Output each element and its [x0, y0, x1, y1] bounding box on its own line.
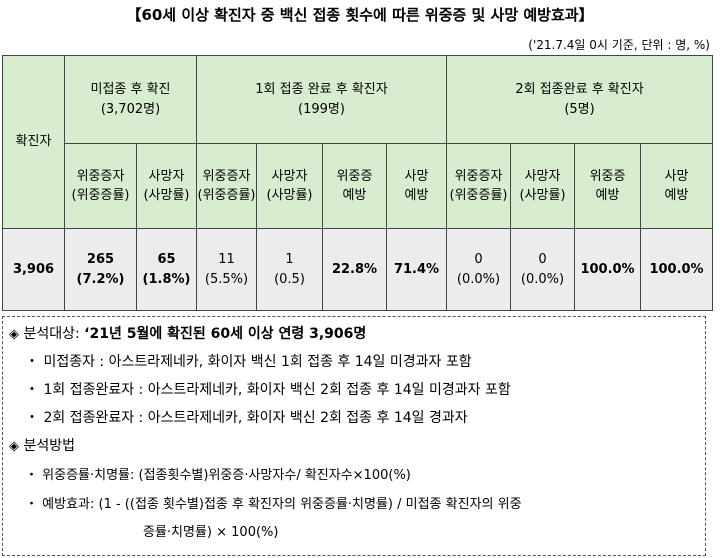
target-label: 분석대상: [23, 326, 85, 342]
bullet-icon: ・ [25, 497, 39, 512]
sub-d1-death: 사망자 (사망률) [256, 143, 323, 229]
cell-confirmed: 3,906 [2, 228, 65, 311]
header-confirmed: 확진자 [2, 55, 65, 229]
reference-note: ('21.7.4일 0시 기준, 단위 : 명, %) [528, 38, 710, 52]
bullet-icon: ・ [25, 410, 39, 426]
sub-d2-severe: 위중증자 (위중증률) [446, 143, 512, 229]
diamond-icon: ◈ [9, 439, 19, 454]
sub-u-death: 사망자 (사망률) [136, 143, 197, 229]
sub-d2-death: 사망자 (사망률) [510, 143, 576, 229]
target-text: ‘21년 5월에 확진된 60세 이상 연령 3,906명 [84, 326, 367, 342]
cell-d1-prev-severe: 22.8% [322, 228, 387, 311]
sub-d2-prev-severe: 위중증 예방 [574, 143, 642, 229]
bullet-icon: ・ [25, 468, 39, 483]
cell-d2-death: 0 (0.0%) [510, 228, 576, 311]
method-heading: ◈ 분석방법 [9, 435, 75, 455]
list-item-continuation: 증률·치명률) × 100(%) [143, 525, 279, 540]
list-item: ・ 2회 접종완료자 : 아스트라제네카, 화이자 백신 2회 접종 후 14일… [25, 410, 468, 426]
header-unvaccinated: 미접종 후 확진 (3,702명) [64, 55, 197, 144]
sub-u-severe: 위중증자 (위중증률) [64, 143, 137, 229]
list-item: ・ 위중증률·치명률: (접종횟수별)위중증·사망자수/ 확진자수×100(%) [25, 468, 411, 483]
list-item: ・ 미접종자 : 아스트라제네카, 화이자 백신 1회 접종 후 14일 미경과… [25, 354, 472, 370]
sub-d1-prev-severe: 위중증 예방 [322, 143, 387, 229]
vaccine-effect-table: 확진자 미접종 후 확진 (3,702명) 1회 접종 완료 후 확진자 (199명… [2, 55, 714, 311]
page-title: 【60세 이상 확진자 중 백신 접종 횟수에 따른 위중증 및 사망 예방효과… [126, 6, 594, 24]
cell-d2-prev-death: 100.0% [640, 228, 714, 311]
cell-d1-death: 1 (0.5) [256, 228, 323, 311]
sub-d1-severe: 위중증자 (위중증률) [196, 143, 257, 229]
cell-d1-prev-death: 71.4% [385, 228, 448, 311]
bullet-icon: ・ [25, 382, 39, 398]
list-item: ・ 예방효과: (1 - ((접종 횟수별)접종 후 확진자의 위중증률·치명률… [25, 497, 522, 512]
list-item: ・ 1회 접종완료자 : 아스트라제네카, 화이자 백신 2회 접종 후 14일… [25, 382, 511, 398]
sub-d1-prev-death: 사망 예방 [385, 143, 448, 229]
cell-d2-prev-severe: 100.0% [574, 228, 642, 311]
target-heading: ◈ 분석대상: ‘21년 5월에 확진된 60세 이상 연령 3,906명 [9, 323, 366, 343]
header-dose1: 1회 접종 완료 후 확진자 (199명) [195, 55, 448, 144]
header-dose2: 2회 접종완료 후 확진자 (5명) [446, 55, 714, 144]
method-label: 분석방법 [23, 438, 75, 454]
cell-d2-severe: 0 (0.0%) [446, 228, 512, 311]
bullet-icon: ・ [25, 354, 39, 370]
sub-d2-prev-death: 사망 예방 [640, 143, 714, 229]
cell-u-death: 65 (1.8%) [136, 228, 197, 311]
cell-d1-severe: 11 (5.5%) [196, 228, 257, 311]
cell-u-severe: 265 (7.2%) [64, 228, 137, 311]
notes-box: ◈ 분석대상: ‘21년 5월에 확진된 60세 이상 연령 3,906명 ・ … [2, 316, 706, 556]
table-row: 3,906 265 (7.2%) 65 (1.8%) 11 (5.5%) 1 (0.5)… [2, 228, 714, 311]
diamond-icon: ◈ [9, 327, 19, 342]
